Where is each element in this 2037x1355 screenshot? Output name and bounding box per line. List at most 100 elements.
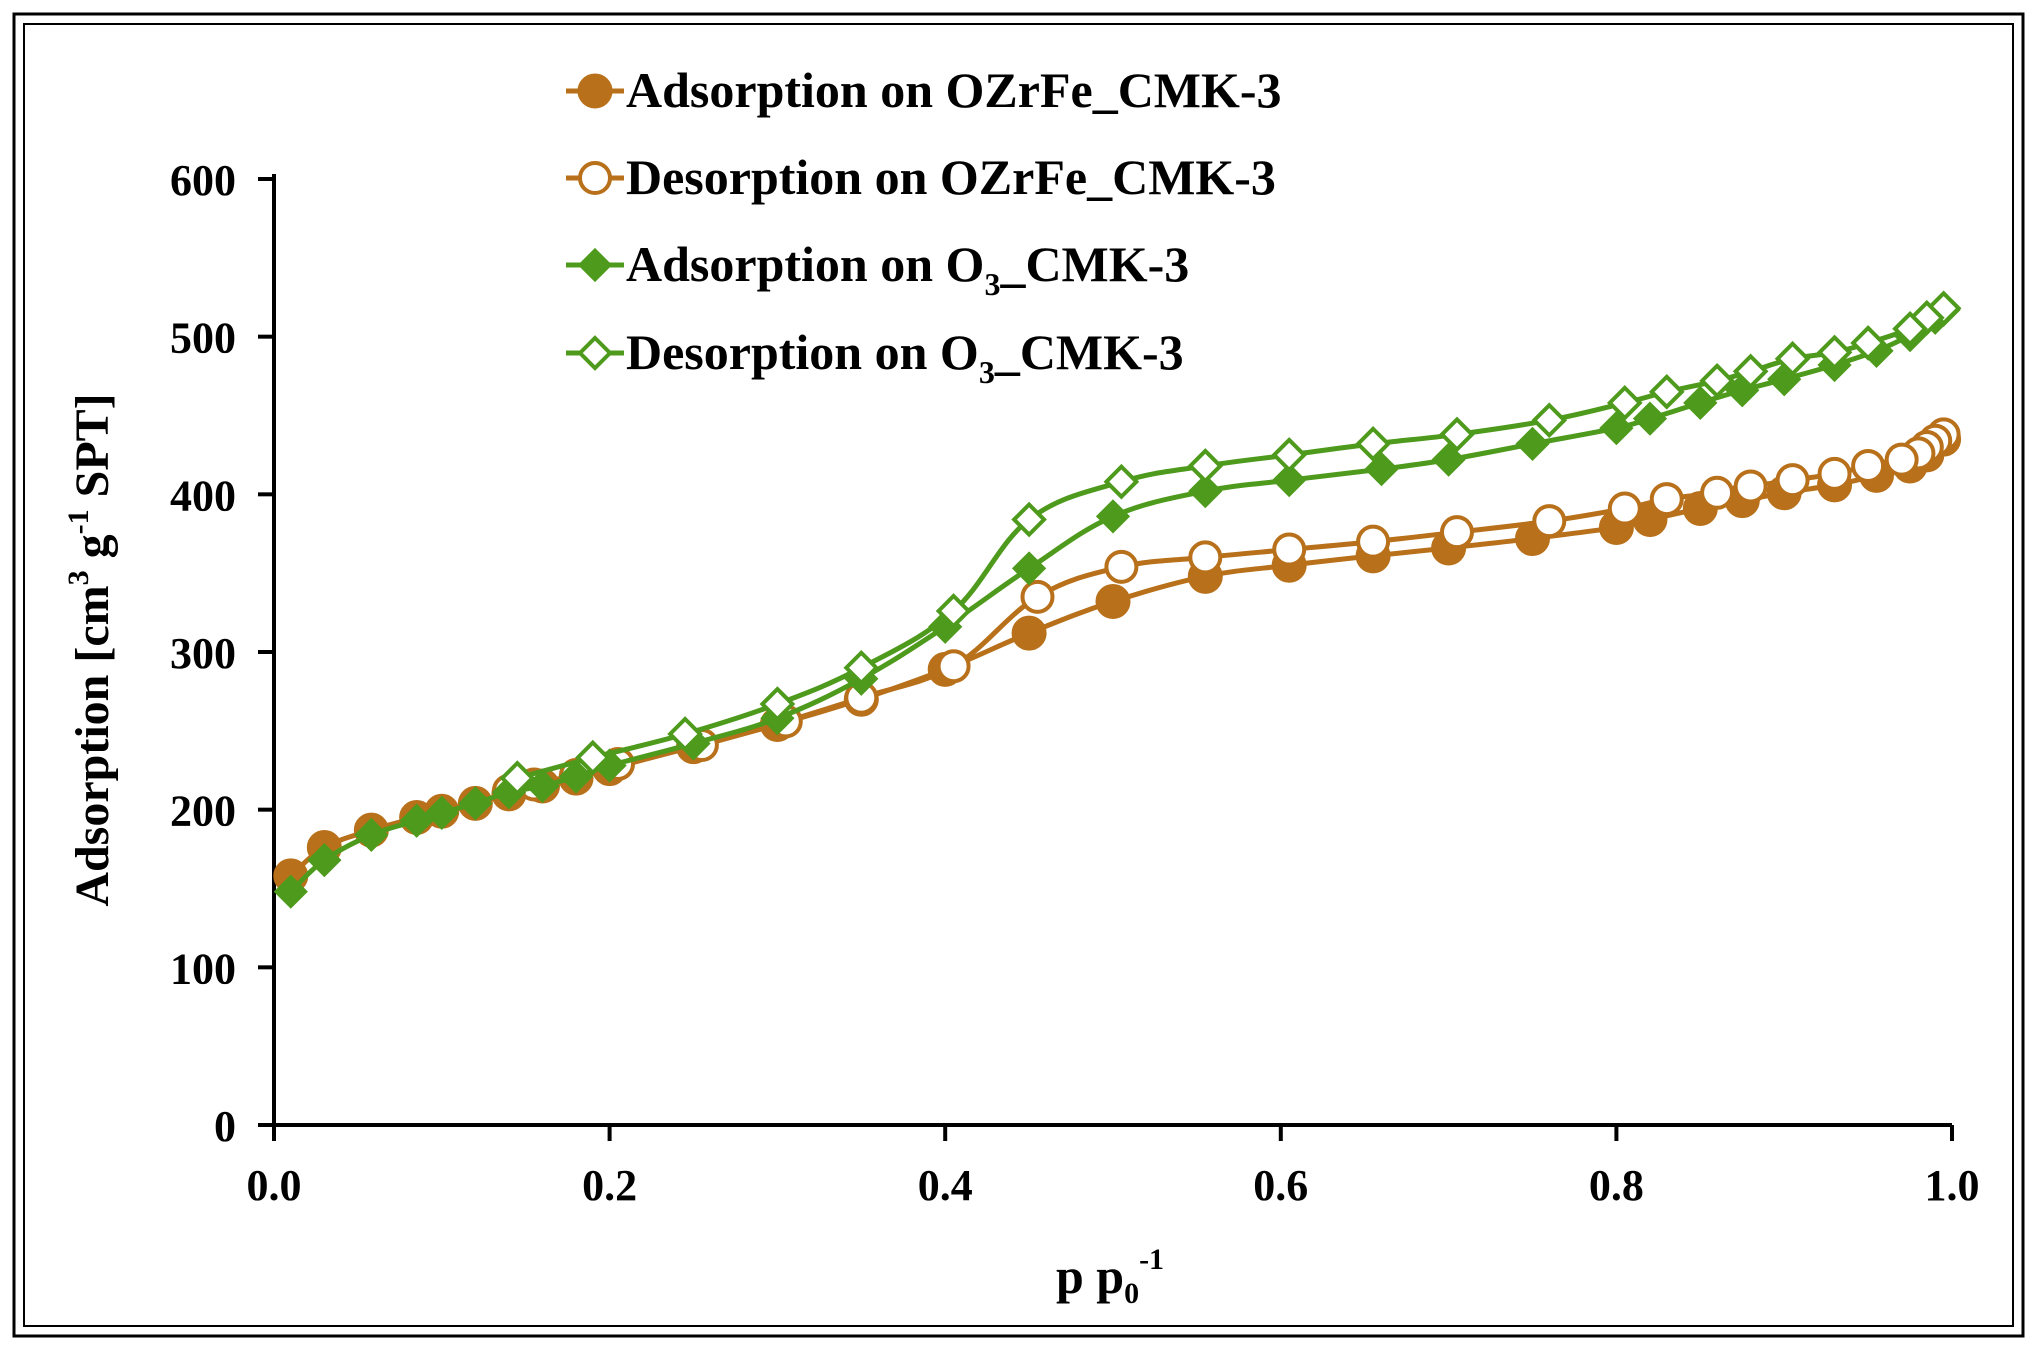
data-point <box>1699 362 1735 399</box>
y-tick-label: 0 <box>214 1102 236 1151</box>
data-point <box>1531 402 1568 439</box>
x-axis-label-sup: -1 <box>1139 1243 1164 1276</box>
legend-label-des-o3: Desorption on O3_CMK-3 <box>626 324 1184 390</box>
x-axis-label: p p0-1 <box>1056 1243 1164 1310</box>
legend-marker-ads-o3 <box>577 247 613 283</box>
data-point <box>1700 475 1735 510</box>
legend-label-des-o3-base: O <box>940 324 979 380</box>
y-axis-label-part3: SPT] <box>66 393 119 509</box>
data-point <box>1816 334 1853 371</box>
data-point <box>1020 579 1055 614</box>
data-point <box>1272 532 1307 567</box>
legend-entry-ads-ozrfe: Adsorption on OZrFe_CMK-3 <box>566 62 1282 118</box>
y-tick-label: 200 <box>170 787 236 836</box>
data-point <box>1188 474 1223 509</box>
series-3 <box>499 290 1962 796</box>
y-tick-label: 600 <box>170 156 236 205</box>
legend-label-des-ozrfe: Desorption on OZrFe_CMK-3 <box>626 149 1276 205</box>
data-point <box>1515 426 1550 462</box>
data-point <box>424 795 459 830</box>
data-point <box>1599 410 1634 446</box>
data-point <box>499 760 536 796</box>
data-point <box>1774 340 1811 377</box>
legend-label-des-o3-text: Desorption on <box>626 324 940 380</box>
data-point <box>1356 524 1391 559</box>
data-point <box>1649 482 1684 517</box>
series-1 <box>491 417 1961 808</box>
y-axis-label: Adsorption [cm3 g-1 SPT] <box>62 393 119 906</box>
legend: Adsorption on OZrFe_CMK-3 Desorption on … <box>566 62 1282 390</box>
legend-label-des-o3-sub: 3 <box>979 354 995 390</box>
y-tick-label: 300 <box>170 629 236 678</box>
data-point <box>574 739 611 776</box>
series-layer <box>273 290 1962 909</box>
legend-label-des-o3-tail: _CMK-3 <box>994 324 1184 380</box>
data-point <box>1187 448 1224 484</box>
x-axis-ticks: 0.0 0.2 0.4 0.6 0.8 1.0 <box>247 1125 1980 1210</box>
y-axis-ticks: 0 100 200 300 400 500 600 <box>170 156 274 1151</box>
data-point <box>1925 290 1962 327</box>
data-point <box>1892 310 1928 347</box>
data-point <box>1364 451 1399 487</box>
legend-entry-des-o3: Desorption on O3_CMK-3 <box>566 324 1184 390</box>
data-point <box>1011 501 1047 538</box>
legend-marker-des-ozrfe <box>578 161 612 195</box>
y-axis-label-sup2: -1 <box>62 509 95 534</box>
data-point <box>1607 491 1642 526</box>
data-point <box>1817 456 1852 491</box>
x-tick-label: 1.0 <box>1925 1161 1980 1210</box>
data-point <box>1909 299 1945 336</box>
x-tick-label: 0.0 <box>247 1161 302 1210</box>
legend-label-ads-o3-text: Adsorption on O <box>626 236 984 292</box>
data-point <box>843 649 880 686</box>
legend-entry-des-ozrfe: Desorption on OZrFe_CMK-3 <box>566 149 1276 205</box>
inner-border <box>23 23 2014 1327</box>
data-point <box>936 649 971 684</box>
legend-label-ads-o3: Adsorption on O3_CMK-3 <box>626 236 1189 302</box>
data-point <box>1271 437 1308 473</box>
data-point <box>1632 401 1668 436</box>
y-tick-label: 400 <box>170 471 236 520</box>
data-point <box>1439 515 1474 550</box>
y-axis-label-part1: Adsorption [cm <box>66 585 119 906</box>
data-point <box>307 842 342 878</box>
data-point <box>1732 353 1769 390</box>
data-point <box>667 716 703 752</box>
data-point <box>1851 448 1886 483</box>
x-tick-label: 0.8 <box>1589 1161 1644 1210</box>
data-point <box>1648 374 1685 410</box>
data-point <box>1733 469 1768 504</box>
data-point <box>759 686 796 722</box>
data-point <box>1103 463 1140 500</box>
data-point <box>1272 463 1307 498</box>
data-point <box>1439 416 1475 453</box>
data-point <box>1188 540 1223 575</box>
x-tick-label: 0.4 <box>918 1161 973 1210</box>
data-point <box>1011 551 1047 586</box>
data-point <box>1011 615 1047 651</box>
data-point <box>1355 426 1391 462</box>
legend-label-ads-o3-tail: _CMK-3 <box>999 236 1189 292</box>
data-point <box>1095 499 1131 534</box>
y-tick-label: 100 <box>170 944 236 993</box>
x-tick-label: 0.2 <box>582 1161 637 1210</box>
x-axis-label-base: p p <box>1056 1248 1124 1304</box>
legend-marker-ads-ozrfe <box>577 73 613 109</box>
data-point <box>1683 385 1718 421</box>
data-point <box>399 803 434 838</box>
data-point <box>1850 325 1886 361</box>
legend-marker-des-o3 <box>577 335 613 371</box>
data-point <box>1775 463 1810 498</box>
data-point <box>1532 504 1567 539</box>
outer-border <box>12 12 2025 1338</box>
y-axis-label-part2: g <box>66 534 119 570</box>
x-axis-label-sub: 0 <box>1124 1277 1139 1310</box>
legend-label-ads-ozrfe: Adsorption on OZrFe_CMK-3 <box>626 62 1282 118</box>
data-point <box>354 817 389 853</box>
data-point <box>935 593 972 629</box>
data-point <box>1104 549 1139 584</box>
y-tick-label: 500 <box>170 314 236 363</box>
data-point <box>458 786 493 821</box>
